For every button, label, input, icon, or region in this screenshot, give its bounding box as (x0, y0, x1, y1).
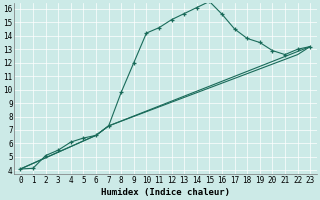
X-axis label: Humidex (Indice chaleur): Humidex (Indice chaleur) (101, 188, 230, 197)
